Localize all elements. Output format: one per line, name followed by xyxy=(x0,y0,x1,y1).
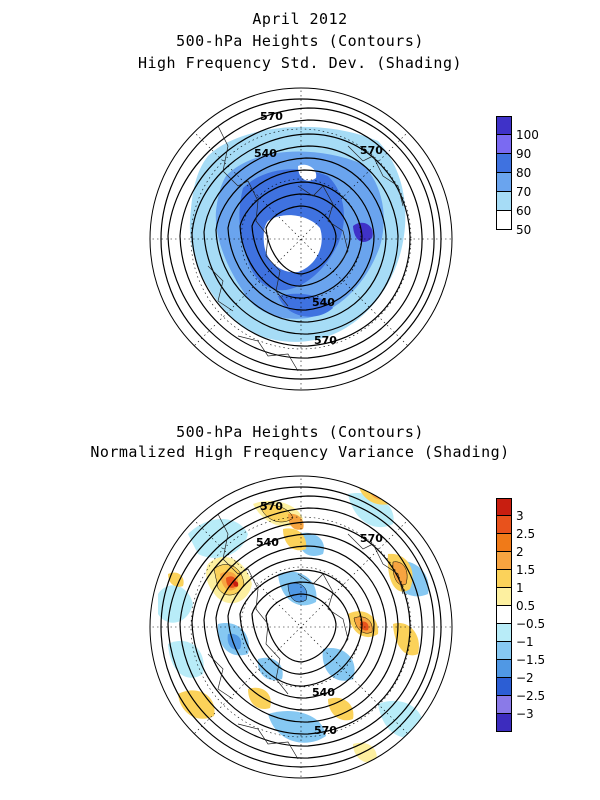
graticule xyxy=(150,88,452,390)
panel2-title-shading: Normalized High Frequency Variance (Shad… xyxy=(90,443,510,461)
colorbar-tick-label: 3 xyxy=(516,509,524,523)
colorbar-tick-label: 1.5 xyxy=(516,563,536,577)
colorbar-tick-label: 70 xyxy=(516,185,532,199)
colorbar-box xyxy=(496,660,512,678)
polar-map-normalized-variance: 570 540 570 540 570 xyxy=(149,475,453,779)
colorbar-box xyxy=(496,696,512,714)
contour-label: 570 xyxy=(314,724,337,737)
contour-labels: 570 540 570 540 570 xyxy=(254,110,383,347)
colorbar-box xyxy=(496,570,512,588)
contour-label: 570 xyxy=(360,144,383,157)
panel1-title-contours: 500-hPa Heights (Contours) xyxy=(176,32,424,50)
colorbar-tick-label: −1.5 xyxy=(516,653,546,667)
colorbar-box xyxy=(496,606,512,624)
colorbar-box xyxy=(496,498,512,516)
colorbar-tick-label: −2 xyxy=(516,671,534,685)
colorbar-box xyxy=(496,173,512,192)
contour-label: 570 xyxy=(360,532,383,545)
colorbar-box xyxy=(496,211,512,230)
contour-label: 570 xyxy=(260,110,283,123)
colorbar-tick-label: 2.5 xyxy=(516,527,536,541)
colorbar-box xyxy=(496,552,512,570)
colorbar-tick-label: −3 xyxy=(516,707,534,721)
height-contours xyxy=(160,98,442,380)
colorbar-box xyxy=(496,516,512,534)
contour-label: 540 xyxy=(312,296,335,309)
coastlines xyxy=(207,513,404,760)
contour-label: 540 xyxy=(312,686,335,699)
colorbar-tick-label: 100 xyxy=(516,128,539,142)
colorbar-box xyxy=(496,678,512,696)
colorbar-normalized-variance: 3 2.5 2 1.5 1 0.5 −0.5 −1 −1.5 −2 −2.5 −3 xyxy=(496,498,545,732)
polar-map-std-dev: 570 540 570 540 570 xyxy=(149,87,453,391)
colorbar-box xyxy=(496,624,512,642)
colorbar-tick-label: 2 xyxy=(516,545,524,559)
colorbar-tick-label: −1 xyxy=(516,635,534,649)
colorbar-box xyxy=(496,116,512,135)
coastlines xyxy=(207,125,404,372)
panel1-title-shading: High Frequency Std. Dev. (Shading) xyxy=(137,54,463,72)
colorbar-std-dev: 100 90 80 70 60 50 xyxy=(496,116,539,236)
colorbar-tick-label: 0.5 xyxy=(516,599,536,613)
contour-labels: 570 540 570 540 570 xyxy=(256,500,383,737)
contour-label: 570 xyxy=(314,334,337,347)
colorbar-tick-label: −0.5 xyxy=(516,617,546,631)
colorbar-box xyxy=(496,534,512,552)
colorbar-box xyxy=(496,135,512,154)
contour-label: 540 xyxy=(256,536,279,549)
colorbar-tick-label: −2.5 xyxy=(516,689,546,703)
colorbar-box xyxy=(496,642,512,660)
colorbar-tick-label: 60 xyxy=(516,204,532,218)
colorbar-tick-label: 90 xyxy=(516,147,532,161)
colorbar-box xyxy=(496,588,512,606)
panel1-title-date: April 2012 xyxy=(252,10,348,28)
colorbar-tick-label: 1 xyxy=(516,581,524,595)
contour-label: 570 xyxy=(260,500,283,513)
colorbar-box xyxy=(496,192,512,211)
colorbar-tick-label: 50 xyxy=(516,223,532,237)
panel2-title-contours: 500-hPa Heights (Contours) xyxy=(176,423,424,441)
colorbar-tick-label: 80 xyxy=(516,166,532,180)
graticule xyxy=(150,476,452,778)
colorbar-box xyxy=(496,154,512,173)
colorbar-box xyxy=(496,714,512,732)
contour-label: 540 xyxy=(254,147,277,160)
